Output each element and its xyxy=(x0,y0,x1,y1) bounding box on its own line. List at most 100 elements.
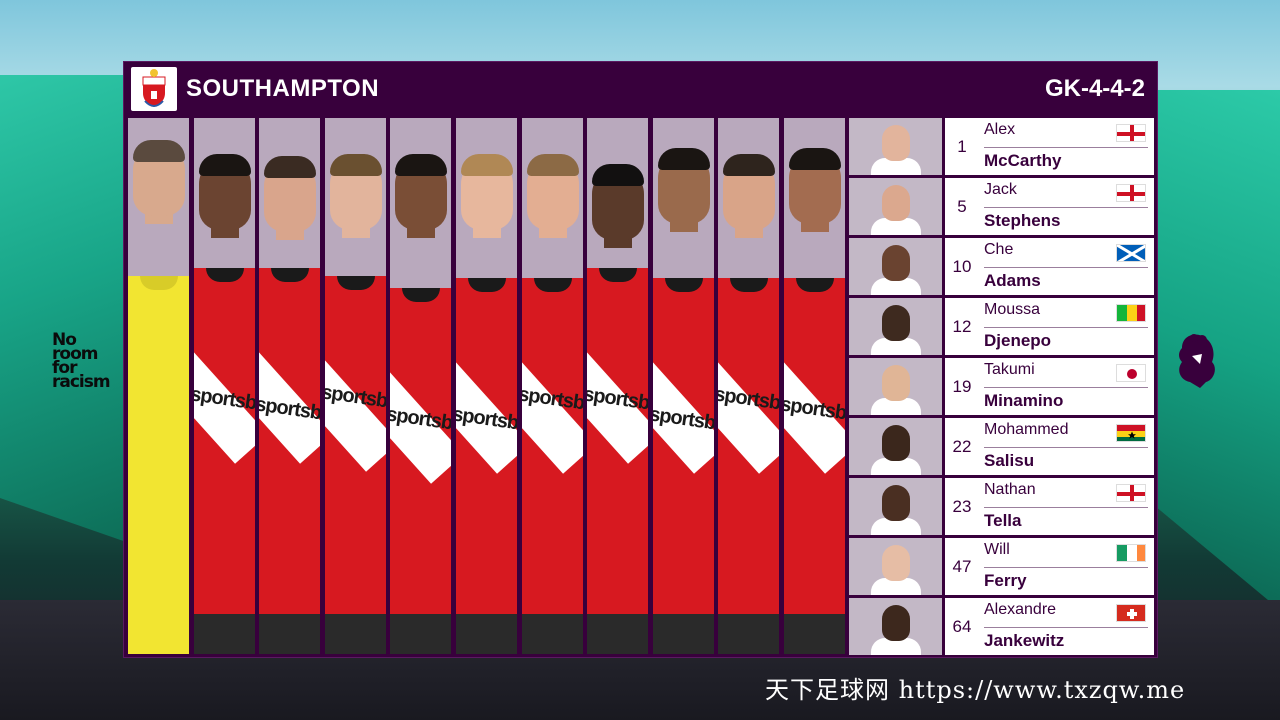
substitute-row: 47 Will Ferry xyxy=(849,538,1154,595)
substitute-row: 23 Nathan Tella xyxy=(849,478,1154,535)
substitute-face xyxy=(882,545,910,581)
name-divider xyxy=(984,207,1148,208)
substitute-shoulders xyxy=(871,158,921,175)
starter-player: sportsbet xyxy=(784,118,845,654)
shirt-collar xyxy=(468,278,506,292)
substitute-photo xyxy=(849,298,942,355)
substitute-photo xyxy=(849,478,942,535)
team-name: SOUTHAMPTON xyxy=(186,75,380,102)
shirt-number: 10 xyxy=(952,256,972,276)
shirt-number: 22 xyxy=(952,436,972,456)
shirt-collar xyxy=(271,268,309,282)
first-name: Alexandre xyxy=(984,601,1057,618)
player-hair xyxy=(461,154,513,176)
england-flag-icon xyxy=(1116,184,1146,202)
england-flag-icon xyxy=(1116,484,1146,502)
substitute-info: 64 Alexandre Jankewitz xyxy=(945,598,1154,655)
starter-player: sportsbet xyxy=(456,118,517,654)
shirt-collar xyxy=(206,268,244,282)
first-name: Nathan xyxy=(984,481,1036,498)
first-name: Takumi xyxy=(984,361,1035,378)
substitute-info: 12 Moussa Djenepo xyxy=(945,298,1154,355)
starter-player: sportsbet xyxy=(653,118,714,654)
name-divider xyxy=(984,507,1148,508)
player-hair xyxy=(330,154,382,176)
substitute-face xyxy=(882,365,910,401)
player-shorts xyxy=(718,614,779,654)
substitute-row: 12 Moussa Djenepo xyxy=(849,298,1154,355)
player-shirt: sportsbet xyxy=(456,278,517,614)
last-name: McCarthy xyxy=(984,151,1062,170)
shirt-number: 23 xyxy=(952,496,972,516)
player-shorts xyxy=(653,614,714,654)
japan-flag-icon xyxy=(1116,364,1146,382)
substitute-face xyxy=(882,125,910,161)
substitute-row: 5 Jack Stephens xyxy=(849,178,1154,235)
substitute-shoulders xyxy=(871,578,921,595)
shirt-collar xyxy=(665,278,703,292)
substitute-info: 22 Mohammed Salisu xyxy=(945,418,1154,475)
ghana-flag-icon xyxy=(1116,424,1146,442)
substitute-face xyxy=(882,185,910,221)
shirt-number: 19 xyxy=(952,376,972,396)
starter-player: sportsbet xyxy=(325,118,386,654)
shirt-collar xyxy=(599,268,637,282)
substitute-row: 10 Che Adams xyxy=(849,238,1154,295)
player-hair xyxy=(199,154,251,176)
substitute-face xyxy=(882,605,910,641)
shirt-sash xyxy=(456,318,517,474)
substitute-photo xyxy=(849,538,942,595)
substitute-photo xyxy=(849,178,942,235)
player-shirt: sportsbet xyxy=(522,278,583,614)
substitute-face xyxy=(882,245,910,281)
last-name: Jankewitz xyxy=(984,631,1065,650)
player-shirt: sportsbet xyxy=(259,268,320,614)
player-hair xyxy=(789,148,841,170)
substitute-shoulders xyxy=(871,338,921,355)
last-name: Salisu xyxy=(984,451,1035,470)
first-name: Mohammed xyxy=(984,421,1069,438)
player-hair xyxy=(527,154,579,176)
shirt-number: 1 xyxy=(957,136,967,156)
substitute-face xyxy=(882,305,910,341)
substitute-shoulders xyxy=(871,398,921,415)
substitute-info: 10 Che Adams xyxy=(945,238,1154,295)
first-name: Che xyxy=(984,241,1014,258)
premier-league-lion-icon xyxy=(1179,334,1215,388)
starter-player: sportsbet xyxy=(259,118,320,654)
player-hair xyxy=(592,164,644,186)
last-name: Stephens xyxy=(984,211,1061,230)
player-shorts xyxy=(259,614,320,654)
name-divider xyxy=(984,147,1148,148)
name-divider xyxy=(984,267,1148,268)
starter-player: sportsbet xyxy=(522,118,583,654)
player-shirt: sportsbet xyxy=(194,268,255,614)
player-shirt: sportsbet xyxy=(653,278,714,614)
formation-label: GK-4-4-2 xyxy=(1044,75,1145,102)
player-shorts xyxy=(456,614,517,654)
player-hair xyxy=(133,140,185,162)
substitute-row: 19 Takumi Minamino xyxy=(849,358,1154,415)
player-shirt: sportsbet xyxy=(718,278,779,614)
name-divider xyxy=(984,447,1148,448)
player-hair xyxy=(395,154,447,176)
substitute-shoulders xyxy=(871,218,921,235)
substitutes-list: 1 Alex McCarthy 5 Jack Stephens 10 Che Adams 12 Mo… xyxy=(849,118,1154,658)
shirt-sash xyxy=(259,308,320,464)
substitute-photo xyxy=(849,238,942,295)
substitute-info: 47 Will Ferry xyxy=(945,538,1154,595)
shirt-number: 5 xyxy=(957,196,967,216)
first-name: Moussa xyxy=(984,301,1041,318)
substitute-shoulders xyxy=(871,278,921,295)
substitute-info: 1 Alex McCarthy xyxy=(945,118,1154,175)
shirt-number: 64 xyxy=(952,616,972,636)
southampton-crest-icon xyxy=(131,67,177,111)
player-shorts xyxy=(194,614,255,654)
shirt-collar xyxy=(730,278,768,292)
player-shorts xyxy=(325,614,386,654)
player-shirt xyxy=(128,276,189,614)
player-shirt: sportsbet xyxy=(784,278,845,614)
site-watermark: 天下足球网 https://www.txzqw.me xyxy=(765,676,1186,704)
first-name: Will xyxy=(984,541,1010,558)
shirt-number: 47 xyxy=(952,556,972,576)
